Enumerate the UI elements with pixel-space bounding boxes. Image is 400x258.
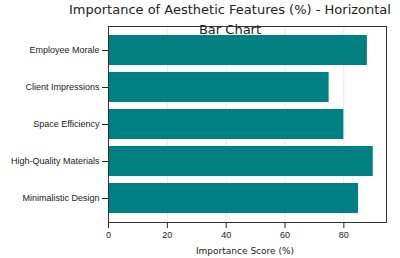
svg-text:Minimalistic Design: Minimalistic Design — [22, 193, 99, 203]
svg-text:80: 80 — [339, 230, 349, 240]
svg-text:Space Efficiency: Space Efficiency — [33, 119, 100, 129]
svg-text:0: 0 — [106, 230, 111, 240]
html-text:Importance Score (%): Importance Score (%) — [196, 246, 294, 256]
html-text:Importance of Aesthetic Featur: Importance of Aesthetic Features (%) - H… — [69, 2, 391, 37]
svg-text:High-Quality Materials: High-Quality Materials — [11, 156, 100, 166]
svg-text:Employee Morale: Employee Morale — [29, 45, 99, 55]
svg-text:40: 40 — [221, 230, 231, 240]
svg-text:60: 60 — [280, 230, 290, 240]
svg-text:20: 20 — [162, 230, 172, 240]
svg-text:Client Impressions: Client Impressions — [25, 82, 100, 92]
